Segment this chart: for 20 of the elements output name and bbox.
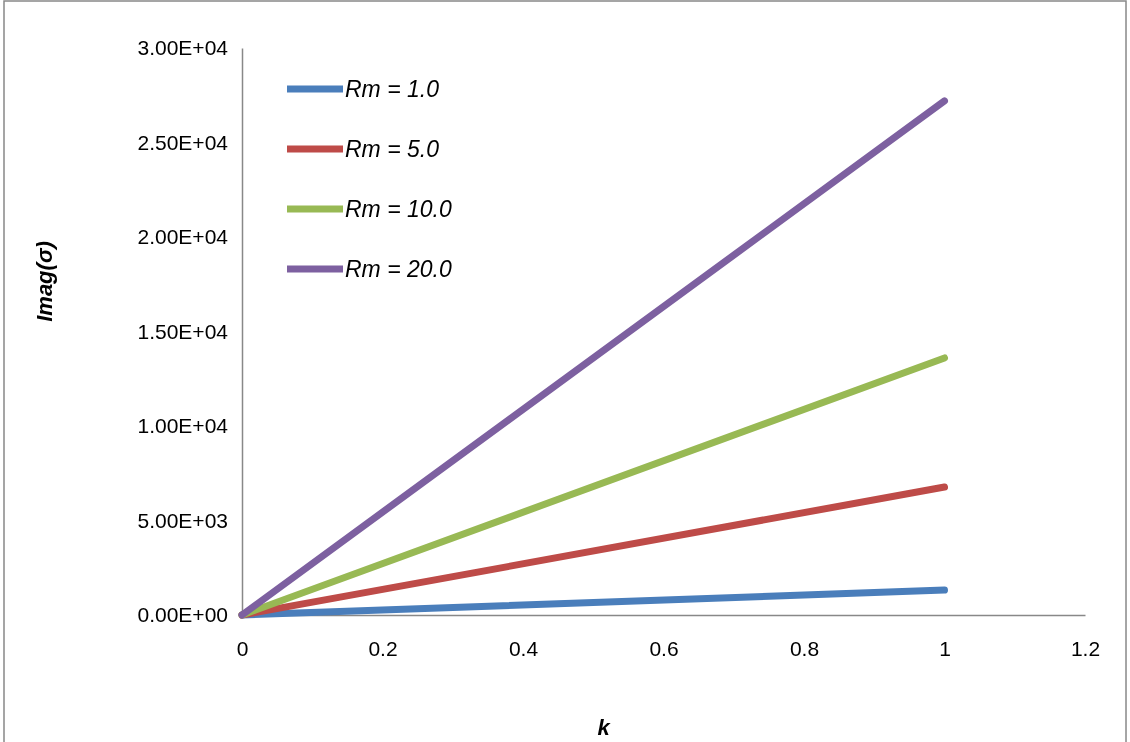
x-tick-label: 1 [939, 636, 951, 660]
y-tick-label: 1.00E+04 [137, 414, 229, 438]
x-tick-label: 0.6 [649, 636, 679, 660]
legend-label: Rm = 10.0 [345, 196, 452, 222]
legend-label: Rm = 20.0 [345, 256, 452, 282]
x-tick-label: 0.8 [789, 636, 820, 660]
y-tick-label: 2.50E+04 [137, 130, 229, 154]
y-tick-label: 0.00E+00 [137, 603, 228, 627]
x-tick-label: 0.4 [508, 636, 539, 660]
y-tick-label: 3.00E+04 [137, 36, 229, 60]
legend-label: Rm = 1.0 [345, 76, 440, 102]
y-tick-label: 1.50E+04 [137, 319, 229, 343]
y-tick-label: 5.00E+03 [137, 508, 228, 532]
x-axis-title: k [597, 715, 612, 740]
x-tick-label: 1.2 [1070, 636, 1101, 660]
y-axis-title: Imag(σ) [32, 241, 57, 322]
y-tick-label: 2.00E+04 [137, 225, 229, 249]
x-tick-label: 0.2 [368, 636, 398, 660]
x-tick-label: 0 [236, 636, 249, 660]
legend-label: Rm = 5.0 [345, 136, 440, 162]
